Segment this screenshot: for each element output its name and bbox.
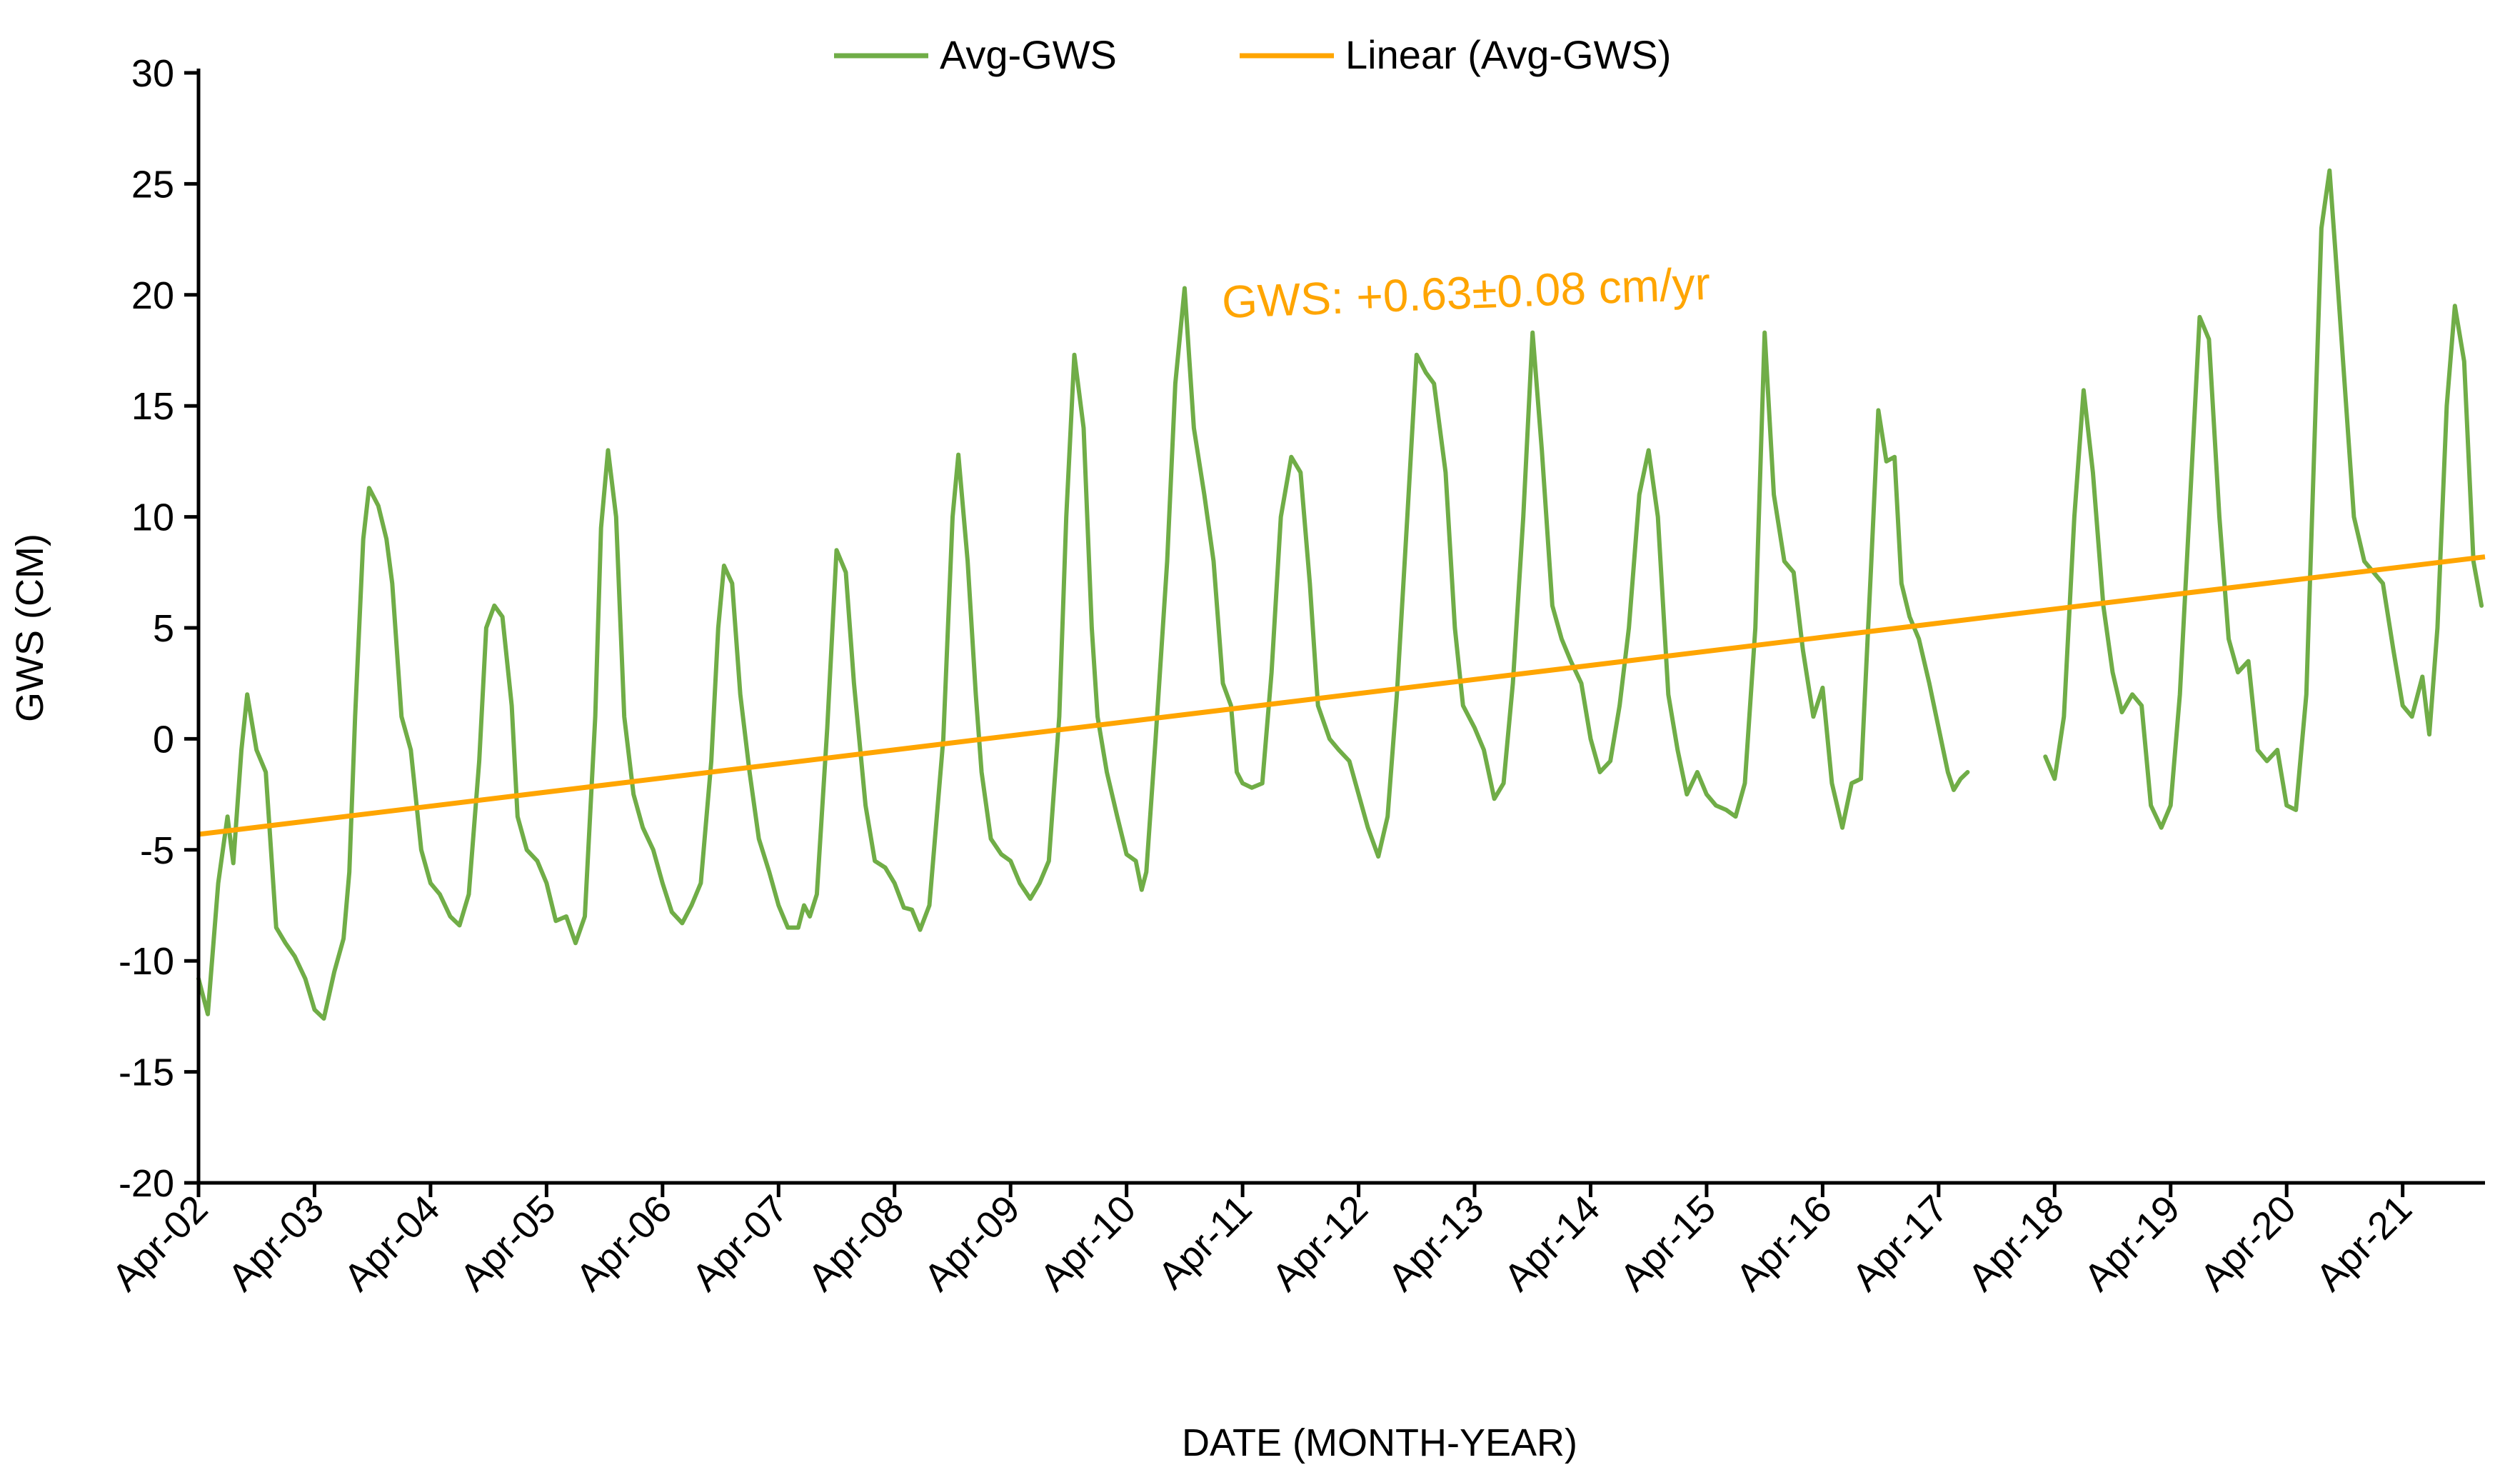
x-tick-label: Apr-13 [1380,1187,1492,1299]
legend-label-linear: Linear (Avg-GWS) [1345,32,1671,77]
x-tick-label: Apr-12 [1264,1187,1376,1299]
x-tick-label: Apr-06 [568,1187,680,1299]
series-line-avg-gws-2 [2043,168,2484,830]
x-tick-label: Apr-20 [2192,1187,2304,1299]
x-tick-label: Apr-14 [1496,1187,1608,1299]
x-tick-label: Apr-17 [1844,1187,1956,1299]
x-tick-label: Apr-04 [336,1187,448,1299]
series-layer [196,168,2486,1021]
x-tick-label: Apr-21 [2308,1187,2420,1299]
series-line-avg-gws-1 [196,286,1970,1021]
y-tick-label: 30 [131,52,174,95]
x-tick-label: Apr-15 [1612,1187,1724,1299]
y-tick-label: -5 [140,829,174,872]
x-tick-label: Apr-08 [800,1187,912,1299]
legend-label-avg-gws: Avg-GWS [940,32,1117,77]
x-tick-label: Apr-07 [684,1187,796,1299]
y-tick-label: -10 [119,940,174,983]
trend-line-linear [198,554,2486,837]
x-tick-label: Apr-10 [1032,1187,1144,1299]
x-tick-label: Apr-18 [1960,1187,2072,1299]
x-tick-label: Apr-19 [2076,1187,2188,1299]
trend-annotation: GWS: +0.63±0.08 cm/yr [1221,258,1712,328]
y-tick-label: 15 [131,385,174,428]
y-tick-label: -20 [119,1162,174,1205]
x-tick-label: Apr-16 [1728,1187,1840,1299]
y-tick-label: 25 [131,163,174,206]
x-tick-label: Apr-03 [220,1187,332,1299]
y-axis-title: GWS (CM) [9,534,51,722]
x-tick-label: Apr-11 [1150,1187,1260,1297]
y-tick-label: -15 [119,1051,174,1094]
axis-layer [184,69,2485,1197]
y-tick-label: 0 [153,718,174,761]
y-tick-label: 20 [131,274,174,317]
x-tick-label: Apr-05 [452,1187,564,1299]
y-tick-label: 10 [131,496,174,539]
x-axis-title: DATE (MONTH-YEAR) [1182,1421,1577,1464]
x-tick-label: Apr-09 [916,1187,1028,1299]
y-tick-label: 5 [153,607,174,650]
